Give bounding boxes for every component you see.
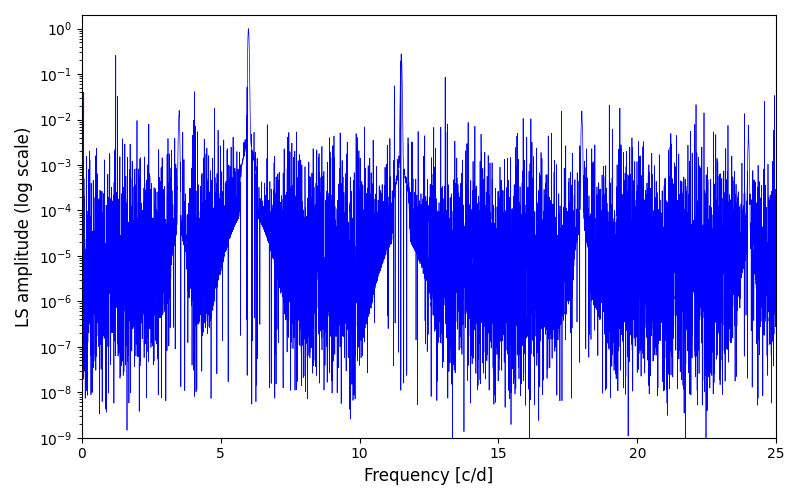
Y-axis label: LS amplitude (log scale): LS amplitude (log scale) — [15, 126, 33, 326]
X-axis label: Frequency [c/d]: Frequency [c/d] — [364, 467, 494, 485]
